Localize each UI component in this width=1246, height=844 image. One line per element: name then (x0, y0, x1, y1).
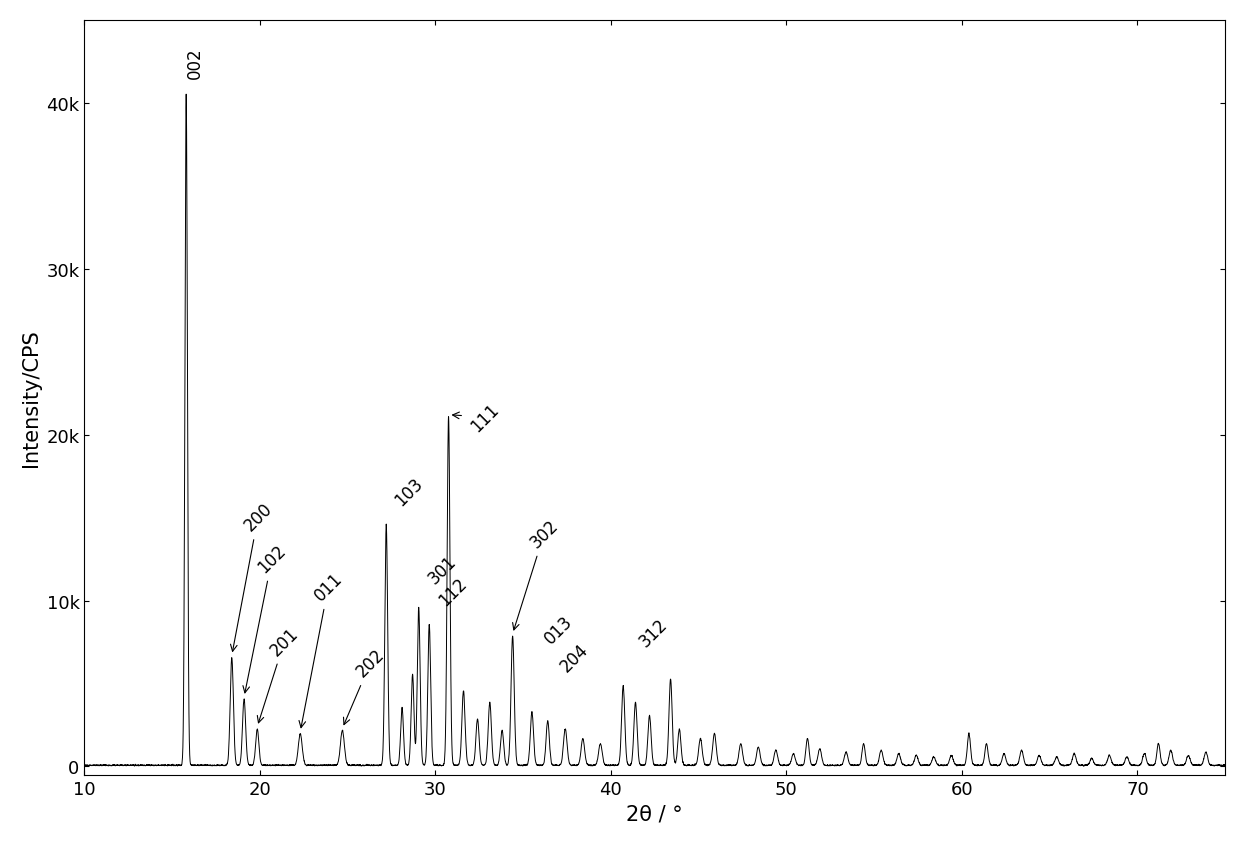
Text: 002: 002 (186, 47, 204, 78)
Text: 103: 103 (391, 474, 426, 510)
Text: 102: 102 (243, 541, 290, 693)
Text: 011: 011 (299, 569, 346, 728)
Text: 013: 013 (541, 612, 576, 647)
Text: 111: 111 (452, 400, 502, 436)
Text: 302: 302 (512, 516, 562, 630)
Text: 204: 204 (557, 641, 592, 675)
Text: 202: 202 (344, 645, 388, 725)
Text: 200: 200 (231, 500, 275, 652)
Text: 112: 112 (435, 574, 471, 609)
Y-axis label: Intensity/CPS: Intensity/CPS (21, 329, 41, 467)
X-axis label: 2θ / °: 2θ / ° (627, 803, 683, 823)
Text: 201: 201 (258, 624, 302, 723)
Text: 301: 301 (425, 553, 460, 587)
Text: 312: 312 (635, 615, 670, 651)
